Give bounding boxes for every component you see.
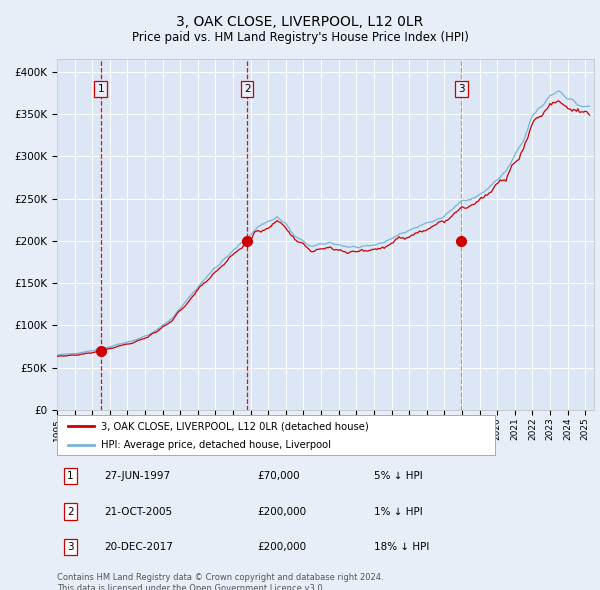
Text: 2: 2 — [244, 84, 251, 94]
Text: £200,000: £200,000 — [257, 542, 307, 552]
Text: 3, OAK CLOSE, LIVERPOOL, L12 0LR (detached house): 3, OAK CLOSE, LIVERPOOL, L12 0LR (detach… — [101, 421, 368, 431]
Text: 1: 1 — [97, 84, 104, 94]
Text: HPI: Average price, detached house, Liverpool: HPI: Average price, detached house, Live… — [101, 440, 331, 450]
Text: 2: 2 — [67, 507, 74, 516]
Text: 21-OCT-2005: 21-OCT-2005 — [104, 507, 173, 516]
Text: 20-DEC-2017: 20-DEC-2017 — [104, 542, 173, 552]
Text: 5% ↓ HPI: 5% ↓ HPI — [374, 471, 422, 481]
Text: 3: 3 — [458, 84, 464, 94]
Text: 1% ↓ HPI: 1% ↓ HPI — [374, 507, 422, 516]
Text: Contains HM Land Registry data © Crown copyright and database right 2024.
This d: Contains HM Land Registry data © Crown c… — [57, 573, 383, 590]
Text: £200,000: £200,000 — [257, 507, 307, 516]
Text: 18% ↓ HPI: 18% ↓ HPI — [374, 542, 429, 552]
Text: Price paid vs. HM Land Registry's House Price Index (HPI): Price paid vs. HM Land Registry's House … — [131, 31, 469, 44]
Text: 3, OAK CLOSE, LIVERPOOL, L12 0LR: 3, OAK CLOSE, LIVERPOOL, L12 0LR — [176, 15, 424, 29]
Text: £70,000: £70,000 — [257, 471, 300, 481]
Text: 3: 3 — [67, 542, 74, 552]
Text: 1: 1 — [67, 471, 74, 481]
Text: 27-JUN-1997: 27-JUN-1997 — [104, 471, 170, 481]
